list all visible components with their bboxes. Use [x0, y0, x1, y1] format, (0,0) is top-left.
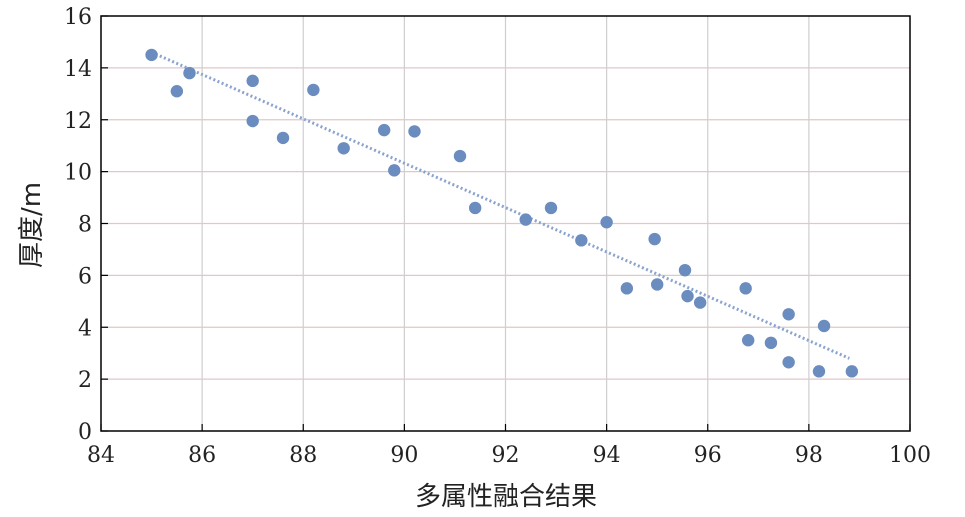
- data-point: [817, 319, 831, 333]
- x-tick-label: 98: [795, 443, 823, 468]
- y-tick-label: 10: [64, 161, 92, 186]
- data-point: [648, 232, 661, 246]
- data-point: [183, 66, 196, 80]
- data-point: [246, 114, 259, 128]
- x-tick-label: 88: [289, 443, 317, 468]
- data-point: [145, 48, 158, 62]
- y-tick-label: 0: [78, 420, 92, 445]
- data-point: [453, 149, 467, 163]
- data-point: [782, 308, 795, 321]
- data-point: [544, 201, 558, 215]
- axis-ticks: 84 86 88 90 92 94 96 98 100 0 2 4 6 8 10 12 14 16: [64, 5, 931, 468]
- x-tick-label: 86: [188, 443, 216, 468]
- data-point: [742, 334, 755, 347]
- x-tick-label: 92: [492, 443, 520, 468]
- data-point: [739, 282, 752, 295]
- x-tick-label: 96: [694, 443, 722, 468]
- data-point: [782, 356, 795, 369]
- data-point: [812, 365, 826, 378]
- data-point: [693, 296, 707, 309]
- data-points: [145, 48, 859, 378]
- y-tick-label: 8: [78, 213, 92, 238]
- data-point: [337, 142, 350, 155]
- x-tick-label: 90: [390, 443, 418, 468]
- x-tick-label: 100: [889, 443, 931, 468]
- data-point: [519, 213, 532, 226]
- y-tick-label: 12: [64, 109, 92, 134]
- data-point: [650, 278, 664, 291]
- x-tick-label: 94: [593, 443, 621, 468]
- y-axis-title: 厚度/m: [17, 182, 47, 268]
- y-tick-label: 2: [78, 368, 92, 393]
- data-point: [377, 123, 391, 137]
- y-tick-label: 4: [78, 316, 92, 341]
- data-point: [388, 164, 401, 177]
- data-point: [764, 336, 778, 350]
- data-point: [170, 85, 184, 98]
- data-point: [468, 201, 482, 215]
- y-tick-label: 14: [64, 57, 92, 82]
- data-point: [408, 125, 421, 138]
- trend-line-segment: [150, 50, 850, 360]
- data-point: [276, 131, 290, 145]
- data-point: [681, 289, 694, 303]
- data-point: [678, 263, 692, 277]
- data-point: [246, 74, 259, 88]
- grid-lines: [101, 16, 910, 431]
- data-point: [575, 234, 588, 247]
- data-point: [307, 83, 320, 97]
- y-tick-label: 16: [64, 5, 92, 30]
- y-tick-label: 6: [78, 264, 92, 289]
- x-tick-label: 84: [87, 443, 115, 468]
- data-point: [845, 365, 859, 378]
- trend-line: [150, 50, 850, 360]
- x-axis-title: 多属性融合结果: [415, 482, 597, 512]
- data-point: [620, 282, 634, 295]
- data-point: [600, 216, 613, 229]
